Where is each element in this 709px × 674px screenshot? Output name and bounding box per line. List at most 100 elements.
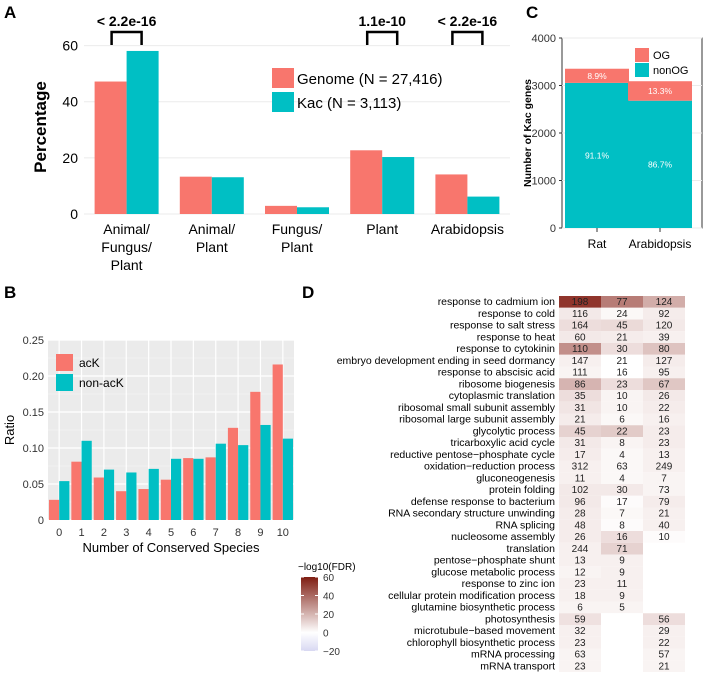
heatmap-cell [643, 354, 685, 367]
legend-swatch-a [272, 68, 294, 88]
cell-value: 13 [658, 450, 670, 461]
cell-value: 59 [574, 614, 586, 625]
x-tick-label-a: Plant [111, 257, 143, 273]
x-tick-label-a: Plant [281, 239, 313, 255]
y-tick-label-a: 40 [62, 94, 78, 110]
cell-value: 57 [658, 650, 670, 661]
y-tick-label-b: 0.05 [23, 479, 44, 491]
cell-value: 10 [616, 403, 628, 414]
heatmap-cell [643, 448, 685, 461]
cell-value: 28 [574, 509, 586, 520]
row-label-d: ribosomal large subunit assembly [399, 414, 556, 426]
chart-c: 8.9% 91.1% Rat 13.3% 86.7% Arabidopsis 0 1000 20… [522, 33, 703, 251]
x-tick-label-b: 10 [277, 527, 289, 539]
heatmap-cell [559, 566, 601, 578]
x-tick-label-b: 6 [190, 527, 196, 539]
y-tick-label-c: 3000 [532, 81, 556, 93]
heatmap-cell [559, 507, 601, 520]
row-label-d: glucose metabolic process [431, 566, 555, 578]
row-label-d: cytoplasmic translation [449, 390, 555, 402]
heatmap-cell [601, 542, 643, 555]
heatmap-cell [601, 613, 643, 625]
cell-value: 56 [658, 614, 670, 625]
row-label-d: photosynthesis [485, 613, 555, 625]
heatmap-cell [559, 660, 601, 672]
heatmap-cell [601, 495, 643, 508]
cell-value: 22 [616, 426, 628, 437]
panel-letter-d: D [302, 283, 314, 302]
cell-value: 45 [616, 321, 628, 332]
bar-b-ack [272, 364, 283, 520]
cell-value: 110 [572, 344, 588, 355]
cell-value: 23 [658, 426, 670, 437]
cell-value: 39 [658, 332, 670, 343]
cell-value: 21 [616, 356, 628, 367]
cell-value: 92 [658, 309, 670, 320]
legend-swatch-a [272, 92, 294, 112]
colorbar-tick-label: 20 [323, 610, 335, 621]
heatmap-cell [601, 307, 643, 320]
cell-value: 244 [572, 544, 589, 555]
x-tick-label-b: 0 [56, 527, 62, 539]
cell-value: 8 [619, 520, 625, 531]
chart-b: 0 1 2 3 4 5 6 7 8 9 10 0 0.05 0.10 0.15 0.20 0.25 Ratio Nu… [2, 335, 294, 555]
heatmap-cell [643, 413, 685, 426]
heatmap-cell [559, 307, 601, 320]
heatmap-cell [601, 589, 643, 602]
cell-value: 16 [616, 368, 628, 379]
legend-swatch-b [56, 374, 73, 391]
bar-b-ack [227, 427, 239, 520]
cell-value: 7 [619, 509, 625, 520]
heatmap-cell [601, 354, 643, 367]
cell-value: 21 [616, 332, 628, 343]
cell-value: 45 [574, 426, 586, 437]
heatmap-cell [601, 531, 643, 543]
heatmap-cell [559, 554, 601, 567]
legend-label-b: non-acK [79, 376, 124, 390]
row-label-d: chlorophyll biosynthetic process [407, 637, 555, 649]
cell-value: 21 [658, 509, 670, 520]
heatmap-cell [643, 343, 685, 355]
cell-value: 16 [658, 415, 670, 426]
cell-value: 67 [658, 379, 670, 390]
panel-letter-a: A [4, 3, 16, 22]
colorbar-tick-label: 60 [323, 573, 335, 584]
heatmap-cell [601, 401, 643, 414]
heatmap-cell [559, 366, 601, 379]
y-tick-label-c: 4000 [532, 33, 556, 45]
heatmap-cell [559, 460, 601, 473]
heatmap-cell [601, 566, 643, 578]
heatmap-cell [601, 578, 643, 590]
bar-b-nonack [126, 472, 137, 520]
heatmap-cell [643, 566, 685, 578]
heatmap-cell [559, 296, 601, 308]
legend-swatch-b [56, 354, 73, 371]
y-tick-label-b: 0.10 [23, 443, 44, 455]
heatmap-cell [643, 437, 685, 449]
cell-value: 10 [658, 532, 670, 543]
heatmap-cell [643, 578, 685, 590]
heatmap-cell [559, 484, 601, 496]
legend-label-a: Genome (N = 27,416) [297, 71, 443, 88]
row-label-d: protein folding [489, 484, 555, 496]
cell-value: 23 [574, 638, 586, 649]
colorbar-title: −log10(FDR) [298, 562, 356, 573]
x-tick-label-a: Arabidopsis [431, 221, 504, 237]
heatmap-cell [601, 648, 643, 661]
row-label-d: response to cold [478, 308, 555, 320]
cell-value: 120 [656, 321, 673, 332]
x-tick-label-a: Fungus/ [272, 221, 323, 237]
heatmap-cell [643, 296, 685, 308]
cell-value: 32 [574, 626, 586, 637]
heatmap-cell [559, 413, 601, 426]
heatmap-cell [601, 507, 643, 520]
y-tick-label-a: 0 [70, 206, 78, 222]
cell-value: 12 [574, 567, 586, 578]
cell-value: 23 [574, 579, 586, 590]
heatmap-cell [601, 343, 643, 355]
y-tick-label-b: 0.20 [23, 371, 44, 383]
cell-value: 60 [574, 332, 586, 343]
cell-value: 23 [658, 438, 670, 449]
significance-label: < 2.2e-16 [438, 13, 498, 29]
